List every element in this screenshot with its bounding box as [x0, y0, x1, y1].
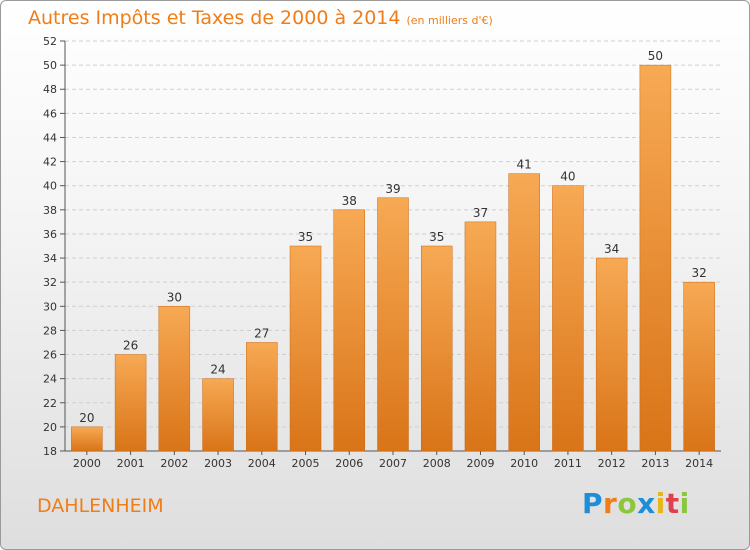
- y-tick-label: 28: [43, 324, 57, 337]
- data-label-2000: 20: [79, 411, 94, 425]
- y-tick-label: 22: [43, 397, 57, 410]
- x-tick-label-2012: 2012: [598, 457, 626, 470]
- y-tick-label: 30: [43, 300, 57, 313]
- data-label-2009: 37: [473, 206, 488, 220]
- data-labels: 20 26 30 24 27 35 38 39 35 37 41 40 34 50 32: [79, 49, 707, 425]
- x-tick-label-2010: 2010: [510, 457, 538, 470]
- data-label-2005: 35: [298, 230, 313, 244]
- x-tick-label-2000: 2000: [73, 457, 101, 470]
- tick-labels: 18 20 22 24 26 28 30 32 34 36 38 40 42 44 46 48 50 52 2000…: [43, 35, 713, 470]
- bar-2013: [639, 64, 672, 452]
- y-tick-label: 50: [43, 59, 57, 72]
- y-tick-label: 20: [43, 421, 57, 434]
- x-tick-label-2002: 2002: [160, 457, 188, 470]
- bar-2009: [464, 221, 497, 452]
- logo-letter: P: [582, 487, 604, 520]
- bar-2002: [158, 306, 191, 452]
- data-label-2004: 27: [254, 326, 269, 340]
- logo-letter: o: [617, 487, 638, 520]
- x-tick-label-2007: 2007: [379, 457, 407, 470]
- y-tick-label: 40: [43, 180, 57, 193]
- town-name: DAHLENHEIM: [37, 495, 164, 517]
- data-label-2006: 38: [342, 194, 357, 208]
- bar-2005: [289, 245, 322, 452]
- logo-letter: r: [603, 487, 618, 520]
- chart-title: Autres Impôts et Taxes de 2000 à 2014 (en…: [28, 7, 493, 29]
- data-label-2013: 50: [648, 49, 663, 63]
- x-tick-label-2005: 2005: [292, 457, 320, 470]
- bar-2001: [114, 354, 147, 452]
- bars: [71, 64, 715, 452]
- data-label-2001: 26: [123, 339, 138, 353]
- y-tick-label: 38: [43, 204, 57, 217]
- bar-2008: [420, 245, 453, 452]
- y-tick-label: 26: [43, 349, 57, 362]
- bar-2000: [71, 426, 103, 452]
- y-tick-label: 18: [43, 445, 57, 458]
- data-label-2010: 41: [517, 158, 532, 172]
- chart-title-text: Autres Impôts et Taxes de 2000 à 2014: [28, 7, 401, 29]
- logo-letter: i: [655, 487, 666, 520]
- x-tick-label-2004: 2004: [248, 457, 276, 470]
- y-tick-label: 44: [43, 131, 57, 144]
- data-label-2012: 34: [604, 242, 619, 256]
- bar-2010: [508, 173, 540, 452]
- y-tick-label: 46: [43, 107, 57, 120]
- bar-2007: [377, 197, 409, 452]
- data-label-2007: 39: [385, 182, 400, 196]
- data-label-2014: 32: [691, 266, 706, 280]
- logo-letter: t: [665, 487, 680, 520]
- y-tick-label: 42: [43, 156, 57, 169]
- data-label-2011: 40: [560, 170, 575, 184]
- x-tick-label-2006: 2006: [335, 457, 363, 470]
- x-tick-label-2013: 2013: [641, 457, 669, 470]
- y-tick-label: 34: [43, 252, 57, 265]
- chart-subtitle: (en milliers d'€): [406, 14, 493, 27]
- logo-letter: x: [637, 487, 656, 520]
- y-tick-label: 24: [43, 373, 57, 386]
- x-tick-label-2003: 2003: [204, 457, 232, 470]
- y-tick-label: 52: [43, 35, 57, 48]
- x-tick-label-2001: 2001: [117, 457, 145, 470]
- bar-2004: [246, 342, 278, 452]
- x-tick-label-2011: 2011: [554, 457, 582, 470]
- bar-2006: [333, 209, 366, 452]
- y-tick-label: 32: [43, 276, 57, 289]
- bar-2012: [595, 257, 628, 452]
- data-label-2003: 24: [210, 363, 225, 377]
- data-label-2002: 30: [167, 290, 182, 304]
- bar-2014: [683, 281, 715, 452]
- y-tick-label: 36: [43, 228, 57, 241]
- data-label-2008: 35: [429, 230, 444, 244]
- bar-2003: [202, 378, 234, 452]
- bar-2011: [552, 185, 584, 452]
- x-tick-label-2009: 2009: [466, 457, 494, 470]
- x-tick-label-2014: 2014: [685, 457, 713, 470]
- logo-letter: i: [679, 487, 690, 520]
- y-tick-label: 48: [43, 83, 57, 96]
- x-tick-label-2008: 2008: [423, 457, 451, 470]
- proxiti-logo: Proxiti: [582, 487, 690, 520]
